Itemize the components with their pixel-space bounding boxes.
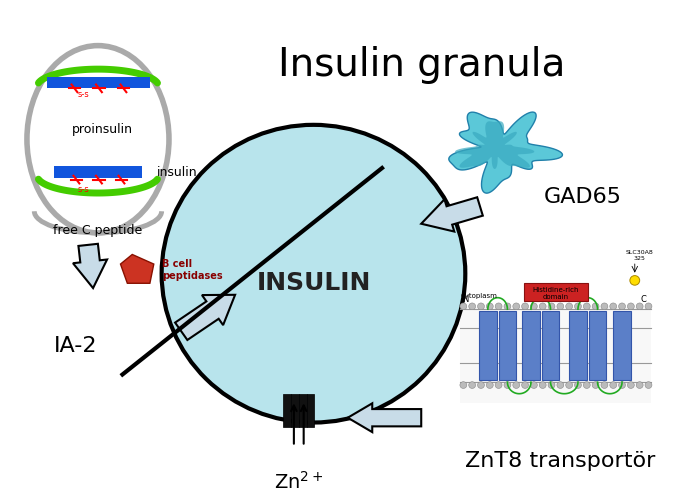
- Circle shape: [601, 382, 608, 388]
- Circle shape: [557, 382, 564, 388]
- Text: INSULIN: INSULIN: [257, 271, 371, 295]
- Bar: [460, 307, 651, 403]
- Bar: [613, 311, 631, 380]
- FancyArrow shape: [73, 244, 107, 288]
- Text: proinsulin: proinsulin: [72, 123, 133, 136]
- Circle shape: [575, 303, 582, 310]
- Circle shape: [619, 382, 626, 388]
- Bar: [499, 311, 517, 380]
- Bar: [299, 394, 307, 427]
- Bar: [47, 77, 150, 88]
- Bar: [479, 311, 497, 380]
- Circle shape: [522, 303, 529, 310]
- Bar: [307, 394, 314, 427]
- Ellipse shape: [162, 125, 465, 423]
- FancyArrow shape: [175, 295, 235, 340]
- Text: Cytoplasm: Cytoplasm: [460, 293, 498, 299]
- Circle shape: [468, 303, 476, 310]
- Circle shape: [548, 382, 555, 388]
- Circle shape: [495, 303, 502, 310]
- Circle shape: [592, 303, 599, 310]
- Circle shape: [557, 303, 564, 310]
- Text: IA-2: IA-2: [54, 336, 97, 355]
- Text: Zn$^{2+}$: Zn$^{2+}$: [274, 470, 324, 493]
- Text: N: N: [462, 295, 468, 304]
- Circle shape: [540, 382, 546, 388]
- Bar: [283, 394, 291, 427]
- Circle shape: [630, 276, 640, 285]
- Text: ZnT8 transportör: ZnT8 transportör: [465, 451, 655, 471]
- Text: Insulin granula: Insulin granula: [278, 46, 565, 84]
- Text: insulin: insulin: [157, 166, 198, 179]
- Circle shape: [548, 303, 555, 310]
- Text: s-s: s-s: [77, 185, 89, 194]
- Bar: [542, 311, 559, 380]
- Circle shape: [566, 303, 573, 310]
- Text: free C peptide: free C peptide: [53, 224, 143, 237]
- Circle shape: [610, 382, 617, 388]
- Circle shape: [636, 382, 643, 388]
- Text: s-s: s-s: [77, 90, 89, 99]
- Circle shape: [460, 382, 466, 388]
- Circle shape: [601, 303, 608, 310]
- Circle shape: [512, 303, 520, 310]
- Text: Histidine-rich
domain: Histidine-rich domain: [532, 287, 579, 300]
- Circle shape: [610, 303, 617, 310]
- Circle shape: [531, 382, 538, 388]
- FancyArrow shape: [348, 403, 421, 432]
- Circle shape: [592, 382, 599, 388]
- Bar: [524, 283, 588, 301]
- Circle shape: [575, 382, 582, 388]
- Circle shape: [628, 303, 634, 310]
- Circle shape: [540, 303, 546, 310]
- Bar: [54, 166, 142, 177]
- Text: C: C: [640, 295, 647, 304]
- Bar: [522, 311, 540, 380]
- Text: B cell
peptidases: B cell peptidases: [162, 259, 222, 281]
- FancyArrow shape: [421, 197, 483, 232]
- Polygon shape: [455, 121, 534, 169]
- Circle shape: [531, 303, 538, 310]
- Text: SLC30A8
325: SLC30A8 325: [626, 250, 653, 261]
- Circle shape: [468, 382, 476, 388]
- Circle shape: [486, 303, 494, 310]
- Circle shape: [522, 382, 529, 388]
- Circle shape: [645, 303, 652, 310]
- Circle shape: [486, 382, 494, 388]
- Polygon shape: [121, 254, 154, 283]
- Circle shape: [566, 382, 573, 388]
- Circle shape: [636, 303, 643, 310]
- Circle shape: [584, 303, 590, 310]
- Circle shape: [460, 303, 466, 310]
- Circle shape: [645, 382, 652, 388]
- Circle shape: [628, 382, 634, 388]
- Polygon shape: [449, 112, 563, 193]
- Bar: [291, 394, 299, 427]
- Circle shape: [584, 382, 590, 388]
- Bar: [569, 311, 587, 380]
- Circle shape: [504, 382, 511, 388]
- Bar: [589, 311, 607, 380]
- Text: GAD65: GAD65: [544, 187, 621, 207]
- Circle shape: [504, 303, 511, 310]
- Circle shape: [512, 382, 520, 388]
- Circle shape: [477, 303, 485, 310]
- Circle shape: [619, 303, 626, 310]
- Circle shape: [477, 382, 485, 388]
- Circle shape: [495, 382, 502, 388]
